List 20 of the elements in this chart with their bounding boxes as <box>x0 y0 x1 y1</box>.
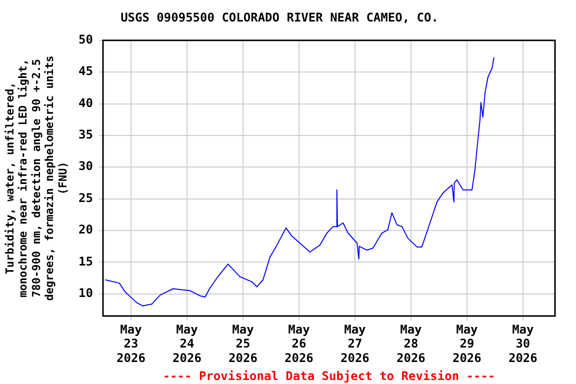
y-tick-label: 30 <box>78 159 93 174</box>
y-tick-label: 45 <box>78 64 93 78</box>
x-tick-label: May 23 2026 <box>116 322 146 366</box>
y-tick-label: 15 <box>78 254 93 268</box>
y-tick-label: 40 <box>78 96 93 110</box>
y-tick-label: 10 <box>78 286 93 300</box>
x-tick-label: May 25 2026 <box>228 322 258 366</box>
y-tick-label: 25 <box>78 190 93 205</box>
y-axis-title: Turbidity, water, unfiltered, monochrome near infra-red LED light, 780-900 nm, detection angle 90 +-2.5 degrees, formazin nephelometric units (FNU) <box>3 56 70 301</box>
chart-title: USGS 09095500 COLORADO RIVER NEAR CAMEO, CO. <box>120 10 438 24</box>
text: ---- Provisional Data Subject to Revision ---- <box>162 369 496 383</box>
x-tick-label: May 27 2026 <box>340 322 370 366</box>
y-tick-label: 35 <box>78 128 93 142</box>
x-tick-label: May 24 2026 <box>172 322 202 366</box>
y-tick-label: 20 <box>78 222 93 237</box>
y-tick-label: 50 <box>78 32 93 47</box>
x-tick-label: May 28 2026 <box>396 322 426 366</box>
x-tick-label: May 26 2026 <box>284 322 314 366</box>
x-tick-label: May 29 2026 <box>452 322 482 366</box>
x-tick-label: May 30 2026 <box>508 322 538 366</box>
